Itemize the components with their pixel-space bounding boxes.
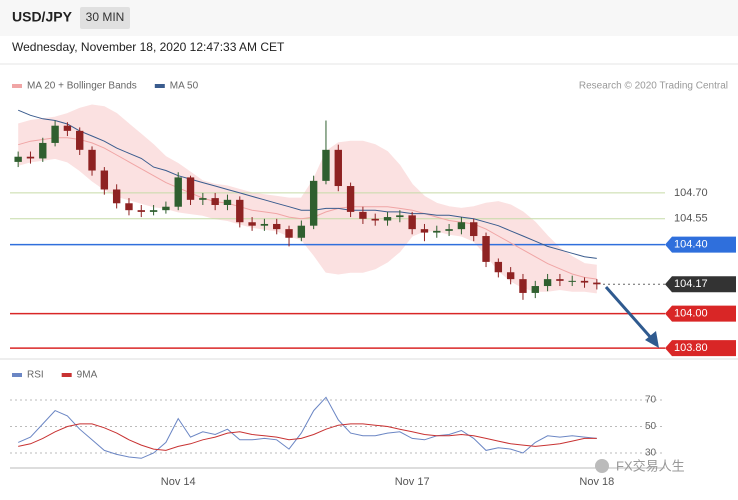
candle-body [63,125,72,131]
candle-body [26,156,35,159]
watermark: FX交易人生 [616,458,685,473]
candle-body [100,170,109,190]
y-tick-label: 70 [645,395,657,406]
legend-label: RSI [27,370,44,381]
candle-body [260,223,269,226]
candle-body [186,177,195,200]
candle-body [580,280,589,283]
candle-body [125,203,133,211]
candle-body [322,149,330,181]
candle-body [162,206,170,211]
moving-average [18,137,597,280]
bollinger-fill [18,105,597,293]
level-label-box [665,340,736,357]
rsi-line [18,396,597,459]
candle-body [531,286,539,293]
symbol: USD/JPY [12,9,73,25]
candle-body [297,225,306,238]
moving-average [18,109,597,259]
bollinger-upper [18,104,597,266]
watermark-icon [595,459,609,473]
candle-body [556,279,564,281]
y-tick-label: 30 [645,448,657,459]
legend-swatch [154,84,165,88]
candle-body [494,261,503,273]
candle-body [482,236,490,262]
candle-body [76,130,84,150]
candle-body [593,282,601,285]
level-label: 104.40 [674,239,708,251]
candle-body [39,142,47,159]
candle-body [519,279,527,293]
rsi-line [18,423,597,451]
candle-body [51,125,59,143]
credit: Research © 2020 Trading Central [579,81,728,92]
x-tick-label: Nov 14 [161,476,196,488]
candle-body [223,199,232,205]
level-label: 104.55 [674,213,708,225]
candle-body [433,230,441,233]
plot-area: 104.70 104.55 104.40 104.17 104.00 103.80 MA 2… [10,81,736,488]
legend-swatch [12,84,22,88]
candle-body [149,210,158,212]
legend-label: MA 20 + Bollinger Bands [27,81,137,92]
forecast-arrowhead [645,331,659,348]
level-label-box [665,236,736,253]
candle-body [420,229,429,233]
x-tick-label: Nov 18 [579,476,614,488]
candle-body [470,222,478,237]
candle-body [137,210,145,212]
candle-body [285,229,293,238]
candle-body [273,223,281,230]
candle-body [309,180,318,226]
legend-label: MA 50 [170,81,199,92]
candle-body [543,279,552,287]
timeframe: 30 MIN [86,10,125,24]
candle-body [88,149,96,171]
level-label-box [665,305,736,322]
candle-body [445,229,453,231]
candle-body [248,222,256,226]
level-label: 104.70 [674,187,708,199]
candle-body [334,149,342,187]
candle-body [457,222,466,230]
legend-swatch [61,373,72,377]
level-label: 104.00 [674,308,708,320]
candle-body [199,198,207,200]
forecast-arrow [604,286,654,340]
candle-body [383,217,392,221]
candle-body [408,215,416,230]
timestamp: Wednesday, November 18, 2020 12:47:33 AM… [12,40,285,54]
legend-label: 9MA [77,370,98,381]
legend-swatch [12,373,22,377]
candle-body [211,198,219,205]
y-tick-label: 50 [645,421,657,432]
level-label-box [665,276,736,293]
candle-body [236,199,244,223]
level-label: 104.17 [674,278,708,290]
candle-body [112,189,121,204]
candle-body [396,215,404,218]
x-tick-label: Nov 17 [395,476,430,488]
candle-body [346,186,355,212]
timeframe-badge [80,7,130,29]
candle-body [174,177,182,207]
level-label: 103.80 [674,342,708,354]
candle-body [371,218,379,221]
candle-body [14,156,22,162]
candle-body [568,280,576,282]
candle-body [506,272,515,280]
candle-body [359,211,367,219]
